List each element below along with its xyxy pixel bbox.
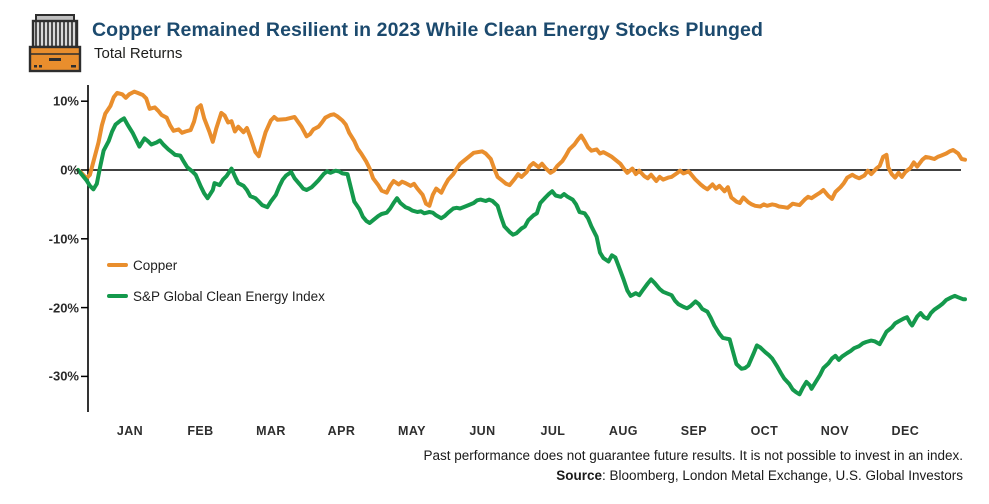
legend-label: S&P Global Clean Energy Index: [133, 288, 325, 304]
y-axis-label: -20%: [48, 300, 79, 316]
x-axis-label-jan: JAN: [116, 424, 144, 438]
page-title: Copper Remained Resilient in 2023 While …: [92, 19, 763, 41]
legend-label: Copper: [133, 257, 178, 273]
page-subtitle: Total Returns: [94, 45, 183, 62]
clean-energy-line-swatch: [107, 293, 128, 299]
copper-series-line: [76, 89, 967, 210]
y-axis-label: -30%: [48, 368, 79, 384]
x-axis-label-oct: OCT: [750, 424, 779, 438]
y-axis-label: 0%: [60, 162, 79, 178]
y-axis-label: 10%: [52, 93, 79, 109]
x-axis-label-jul: JUL: [540, 424, 566, 438]
chart-legend: Copper S&P Global Clean Energy Index: [107, 257, 325, 319]
x-axis-label-feb: FEB: [187, 424, 214, 438]
disclaimer-text: Past performance does not guarantee futu…: [423, 448, 963, 463]
x-axis-label-dec: DEC: [891, 424, 920, 438]
x-axis-label-apr: APR: [327, 424, 356, 438]
x-axis-label-may: MAY: [398, 424, 426, 438]
copper-line-swatch: [107, 262, 128, 268]
source-label: Source: [556, 468, 603, 483]
x-axis-label-aug: AUG: [608, 424, 638, 438]
footer: Past performance does not guarantee futu…: [423, 446, 963, 486]
clean-energy-series-line: [76, 116, 967, 397]
y-axis-label: -10%: [48, 231, 79, 247]
legend-item-clean-energy: S&P Global Clean Energy Index: [107, 288, 325, 304]
copper-ingot-stack-icon: [28, 14, 82, 73]
legend-item-copper: Copper: [107, 257, 325, 273]
x-axis-label-jun: JUN: [469, 424, 496, 438]
source-text: Source: Bloomberg, London Metal Exchange…: [556, 468, 963, 483]
x-axis-label-sep: SEP: [680, 424, 707, 438]
x-axis-label-mar: MAR: [256, 424, 286, 438]
x-axis-label-nov: NOV: [820, 424, 849, 438]
